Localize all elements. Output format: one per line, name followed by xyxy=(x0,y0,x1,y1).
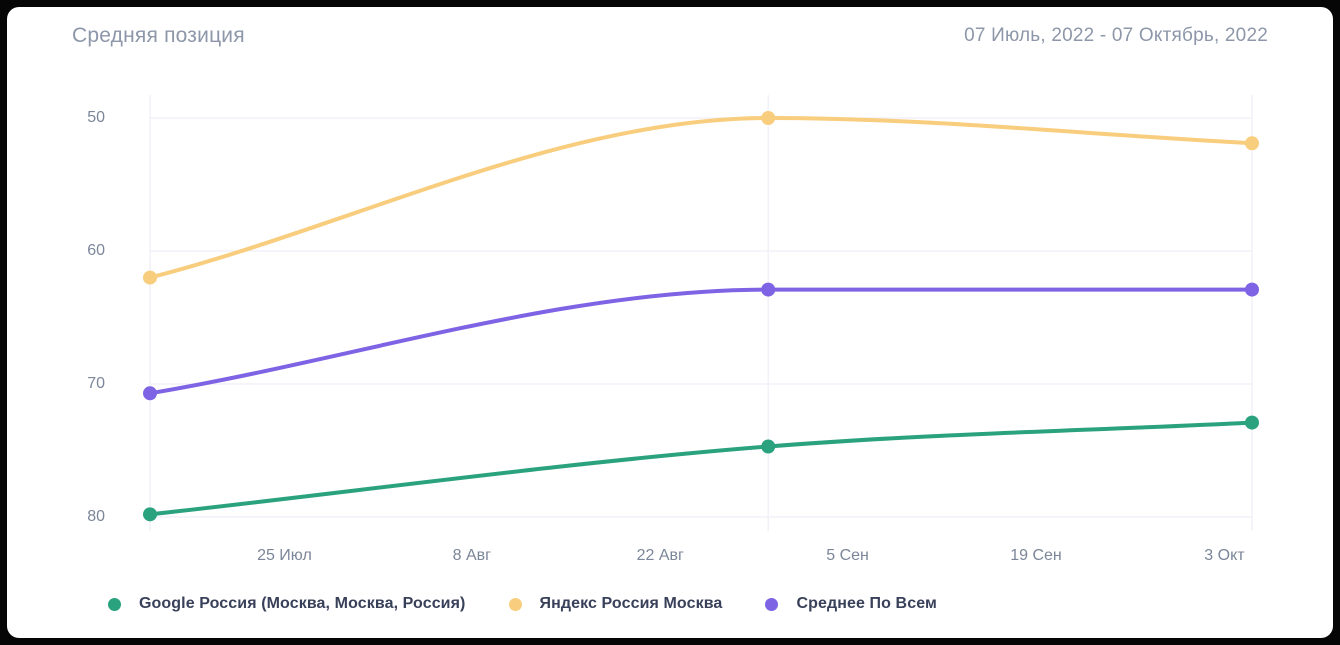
data-point[interactable] xyxy=(1245,136,1259,151)
x-axis-label: 3 Окт xyxy=(1204,547,1245,564)
legend-item-google[interactable]: Google Россия (Москва, Москва, Россия) xyxy=(108,595,466,613)
data-point[interactable] xyxy=(1245,415,1259,430)
series-line-0 xyxy=(148,420,1254,517)
y-axis-label: 50 xyxy=(87,109,105,126)
y-axis-label: 70 xyxy=(87,375,105,392)
chart-legend: Google Россия (Москва, Москва, Россия) Я… xyxy=(108,595,937,613)
y-axis-label: 80 xyxy=(87,508,105,525)
data-point[interactable] xyxy=(761,282,776,297)
chart-title: Средняя позиция xyxy=(72,24,245,47)
legend-dot-google xyxy=(108,597,121,611)
legend-item-yandex[interactable]: Яндекс Россия Москва xyxy=(508,595,723,613)
y-axis-label: 60 xyxy=(87,242,105,259)
x-axis-label: 8 Авг xyxy=(452,547,491,564)
legend-dot-average xyxy=(765,597,779,611)
legend-item-average[interactable]: Среднее По Всем xyxy=(765,595,937,613)
x-axis-label: 5 Сен xyxy=(826,547,869,564)
data-point[interactable] xyxy=(143,386,157,401)
date-range-label: 07 Июль, 2022 - 07 Октябрь, 2022 xyxy=(964,25,1268,46)
data-point[interactable] xyxy=(143,507,157,522)
legend-dot-yandex xyxy=(508,597,522,611)
data-point[interactable] xyxy=(143,270,157,285)
x-axis-label: 25 Июл xyxy=(257,547,312,564)
chart-card xyxy=(7,7,1333,638)
data-point[interactable] xyxy=(761,111,776,125)
data-point[interactable] xyxy=(761,439,776,454)
x-axis-label: 22 Авг xyxy=(636,547,684,564)
legend-label-google: Google Россия (Москва, Москва, Россия) xyxy=(139,595,466,612)
series-line-2 xyxy=(148,287,1254,396)
legend-label-yandex: Яндекс Россия Москва xyxy=(539,595,723,612)
x-axis-label: 19 Сен xyxy=(1010,547,1062,564)
data-point[interactable] xyxy=(1245,282,1259,297)
series-line-1 xyxy=(148,115,1254,280)
legend-label-average: Среднее По Всем xyxy=(796,595,937,612)
